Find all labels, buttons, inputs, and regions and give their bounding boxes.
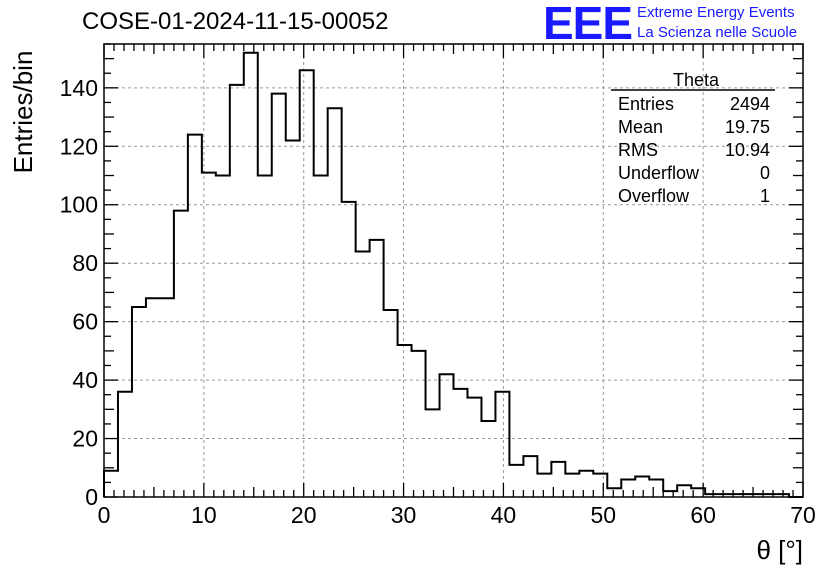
y-tick-label: 80 — [72, 250, 98, 276]
stats-row-label: Overflow — [618, 186, 690, 206]
chart-title: COSE-01-2024-11-15-00052 — [82, 8, 389, 35]
stats-box: Theta Entries 2494 Mean 19.75 RMS 10.94 Underf… — [611, 70, 775, 206]
x-tick-label: 60 — [690, 502, 716, 528]
y-tick-label: 60 — [72, 309, 98, 335]
y-tick-label: 0 — [85, 484, 98, 510]
stats-row-label: Underflow — [618, 163, 700, 183]
histogram-line — [103, 51, 803, 498]
plot-frame — [103, 43, 804, 498]
y-axis-title: Entries/bin — [8, 51, 38, 174]
stats-row-value: 0 — [760, 163, 770, 183]
logo-subtitle-line2: La Scienza nelle Scuole — [637, 24, 798, 41]
stats-row-label: Entries — [618, 94, 674, 114]
eee-logo: EEE — [543, 0, 633, 49]
y-tick-label: 120 — [60, 133, 98, 159]
stats-row-value: 1 — [760, 186, 770, 206]
x-tick-label: 40 — [491, 502, 517, 528]
stats-box-title: Theta — [673, 70, 720, 90]
logo-subtitle-line1: Extreme Energy Events — [637, 4, 795, 21]
x-tick-label: 50 — [590, 502, 616, 528]
x-tick-label: 20 — [291, 502, 317, 528]
grid-lines — [104, 44, 803, 497]
stats-row-value: 10.94 — [725, 140, 770, 160]
y-tick-label: 100 — [60, 192, 98, 218]
x-tick-label: 70 — [790, 502, 816, 528]
x-tick-label: 0 — [98, 502, 111, 528]
y-tick-label: 20 — [72, 426, 98, 452]
x-tick-label: 30 — [391, 502, 417, 528]
x-axis-title: θ [°] — [756, 535, 803, 565]
stats-row-value: 19.75 — [725, 117, 770, 137]
stats-row-label: RMS — [618, 140, 658, 160]
stats-row-value: 2494 — [730, 94, 770, 114]
stats-row-label: Mean — [618, 117, 663, 137]
y-tick-label: 140 — [60, 75, 98, 101]
axis-ticks — [103, 43, 804, 498]
x-tick-label: 10 — [191, 502, 217, 528]
y-tick-label: 40 — [72, 367, 98, 393]
